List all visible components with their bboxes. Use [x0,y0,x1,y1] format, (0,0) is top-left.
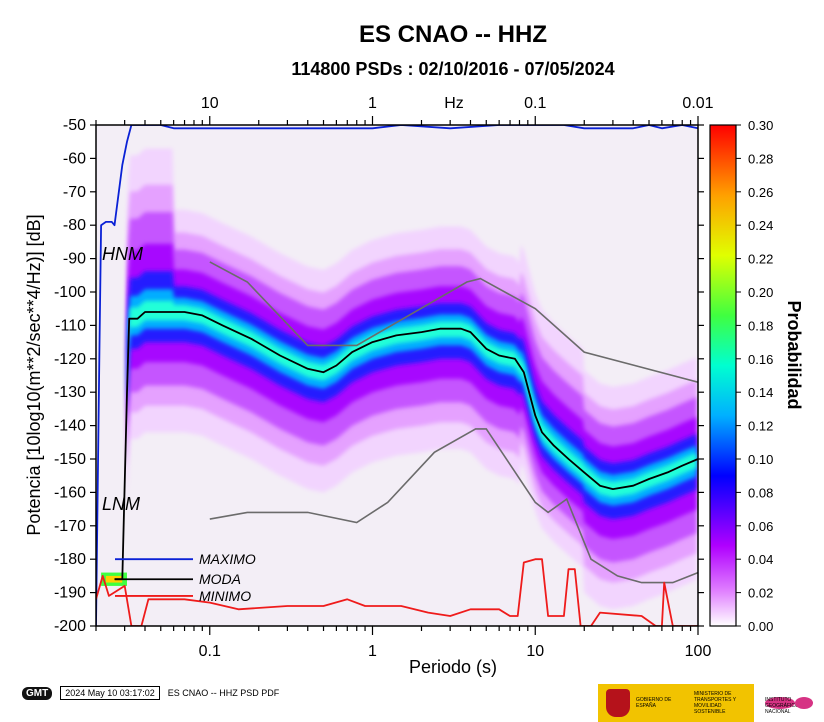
top-tick-label: 1 [368,95,377,112]
y-tick-label: -90 [63,251,86,268]
ign-logo: INSTITUTO GEOGRÁFICO NACIONAL [754,684,824,722]
legend-label-minimo: MINIMO [199,588,251,604]
lnm-label: LNM [102,494,140,514]
colorbar-tick-label: 0.04 [748,552,773,567]
top-tick-label: 0.01 [682,95,713,112]
y-tick-label: -180 [54,551,86,568]
y-tick-label: -140 [54,418,86,435]
y-tick-label: -100 [54,284,86,301]
y-axis: -50 -60 -70 -80 -90 -100 -110 -120 -130 -140 -150 -… [54,117,704,635]
gobierno-label: GOBIERNO DE ESPAÑA [636,697,672,709]
y-tick-label: -130 [54,384,86,401]
colorbar-tick-label: 0.20 [748,285,773,300]
ministerio-label: MINISTERIO DE TRANSPORTES Y MOVILIDAD SO… [694,691,736,715]
psd-density [101,148,697,610]
y-tick-label: -50 [63,117,86,134]
footer-caption: ES CNAO -- HHZ PSD PDF [167,688,280,698]
x-tick-label: 1 [368,643,377,660]
colorbar-tick-label: 0.14 [748,385,773,400]
instituto-label: INSTITUTO GEOGRÁFICO NACIONAL [765,697,799,715]
colorbar-tick-label: 0.08 [748,485,773,500]
hnm-label: HNM [102,244,143,264]
colorbar-tick-label: 0.18 [748,318,773,333]
series-line-minimo [96,558,698,626]
top-axis-unit: Hz [444,95,464,112]
y-tick-label: -70 [63,184,86,201]
y-axis-label: Potencia [10log10(m**2/sec**4/Hz)] [dB] [24,214,44,535]
colorbar-tick-label: 0.02 [748,586,773,601]
density-cluster-yellow [105,575,123,583]
colorbar-tick-label: 0.12 [748,419,773,434]
y-tick-label: -110 [55,317,86,334]
colorbar-tick-label: 0.28 [748,151,773,166]
top-tick-label: 0.1 [524,95,546,112]
y-tick-label: -120 [54,351,86,368]
top-frequency-axis: 10 1 0.1 0.01 [201,95,714,112]
colorbar-label: Probabilidad [784,300,804,409]
colorbar-tick-label: 0.16 [748,352,773,367]
colorbar-tick-label: 0.26 [748,185,773,200]
government-logos: GOBIERNO DE ESPAÑA MINISTERIO DE TRANSPO… [598,684,824,722]
spain-crest-icon [606,689,630,717]
y-tick-label: -80 [63,217,86,234]
y-tick-label: -150 [54,451,86,468]
footer-timestamp: 2024 May 10 03:17:02 [60,686,160,700]
footer: GMT 2024 May 10 03:17:02 ES CNAO -- HHZ … [22,686,279,700]
stat-series [96,125,698,626]
colorbar-tick-label: 0.00 [748,619,773,634]
colorbar-ticks: 0.00 0.02 0.04 0.06 0.08 0.10 0.12 0.14 0.16 0.18… [736,118,773,634]
ign-emblem-icon [795,697,813,709]
plot-frame [95,124,699,627]
colorbar-tick-label: 0.22 [748,252,773,267]
series-line-moda [114,311,698,581]
chart-title: ES CNAO -- HHZ [359,21,547,48]
x-tick-label: 100 [685,643,712,660]
colorbar-tick-label: 0.06 [748,519,773,534]
y-tick-label: -60 [63,150,86,167]
legend-label-moda: MODA [199,571,241,587]
hnm-line [209,261,698,383]
x-tick-label: 10 [526,643,544,660]
y-tick-label: -200 [54,618,86,635]
y-tick-label: -170 [54,518,86,535]
top-tick-label: 10 [201,95,219,112]
colorbar [709,124,737,627]
colorbar-tick-label: 0.30 [748,118,773,133]
series-line-maximo [96,125,698,626]
colorbar-tick-label: 0.24 [748,218,773,233]
psd-pdf-chart: ES CNAO -- HHZ 114800 PSDs : 02/10/2016 … [24,21,804,677]
noise-models [209,261,698,584]
y-tick-label: -160 [54,484,86,501]
x-axis: 0.1 1 10 100 [95,116,712,660]
lnm-line [209,428,698,584]
chart-subtitle: 114800 PSDs : 02/10/2016 - 07/05/2024 [291,59,614,79]
x-axis-label: Periodo (s) [409,657,497,677]
x-tick-label: 0.1 [199,643,221,660]
colorbar-tick-label: 0.10 [748,452,773,467]
gmt-logo: GMT [22,686,53,700]
legend-label-maximo: MAXIMO [199,551,256,567]
y-tick-label: -190 [54,585,86,602]
